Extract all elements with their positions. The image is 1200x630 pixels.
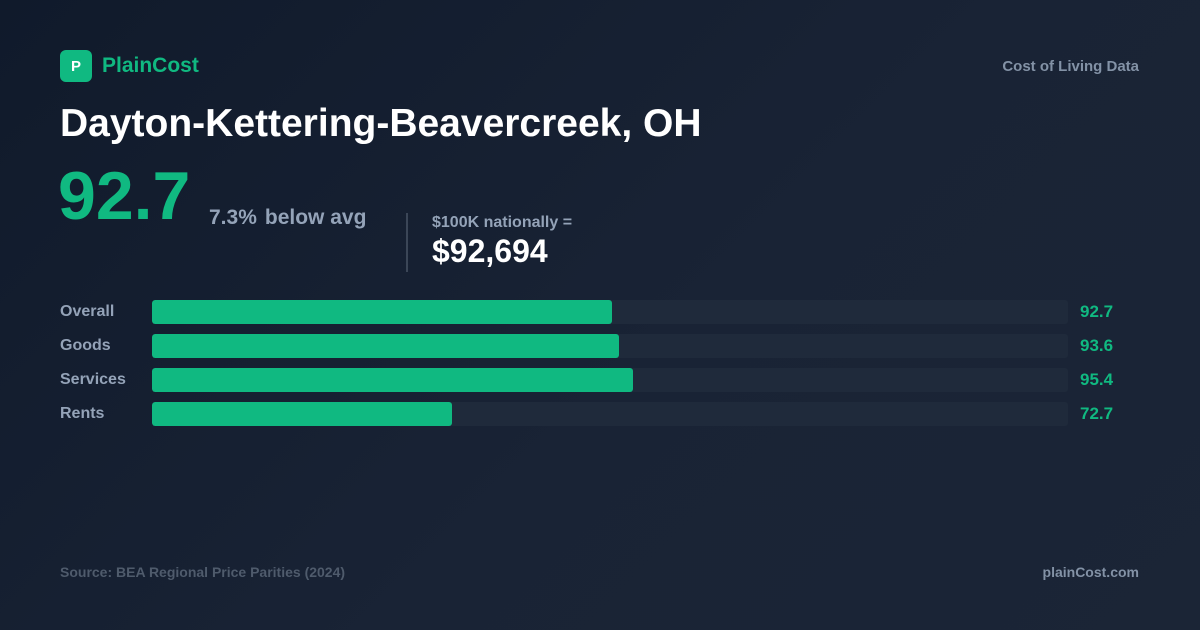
divider (406, 213, 408, 272)
price-index-value: 92.7 (58, 158, 191, 234)
bar-label: Goods (60, 337, 111, 354)
site-link[interactable]: plainCost.com (1042, 564, 1139, 580)
bar-track (152, 368, 1068, 392)
page-title: Dayton-Kettering-Beavercreek, OH (60, 102, 702, 145)
bar-label: Services (60, 371, 126, 388)
bar-label: Rents (60, 405, 105, 422)
national-equivalent-value: $92,694 (432, 233, 548, 269)
bar-label: Overall (60, 303, 115, 320)
source-text: Source: BEA Regional Price Parities (202… (60, 564, 346, 580)
tagline: Cost of Living Data (1002, 57, 1139, 75)
brand[interactable]: P PlainCost (60, 50, 199, 82)
bar (152, 402, 453, 426)
bar-value-label: 72.7 (1080, 404, 1114, 423)
bar-track (152, 300, 1068, 324)
footer: Source: BEA Regional Price Parities (202… (60, 564, 1139, 580)
index-delta: 7.3% below avg (209, 206, 366, 230)
bar-row-rents: Rents 72.7 (60, 402, 1140, 426)
bar (152, 300, 612, 324)
bar (152, 368, 634, 392)
bar-row-goods: Goods 93.6 (60, 334, 1140, 358)
header: P PlainCost Cost of Living Data (60, 50, 1139, 82)
national-equivalent-label: $100K nationally = (432, 214, 573, 231)
delta-percent: 7.3% (209, 206, 257, 229)
bar-track (152, 402, 1068, 426)
delta-text: below avg (264, 206, 367, 229)
bar-value-label: 92.7 (1080, 302, 1114, 321)
brand-logo-icon: P (60, 50, 92, 82)
bar-value-label: 95.4 (1080, 370, 1114, 389)
bar-row-services: Services 95.4 (60, 368, 1140, 392)
bar-track (152, 334, 1068, 358)
bar (152, 334, 619, 358)
brand-name: PlainCost (102, 54, 199, 77)
bar-chart: Overall 92.7 Goods 93.6 Services 95.4 Rents 72.… (60, 300, 1140, 436)
bar-value-label: 93.6 (1080, 336, 1114, 355)
bar-row-overall: Overall 92.7 (60, 300, 1140, 324)
